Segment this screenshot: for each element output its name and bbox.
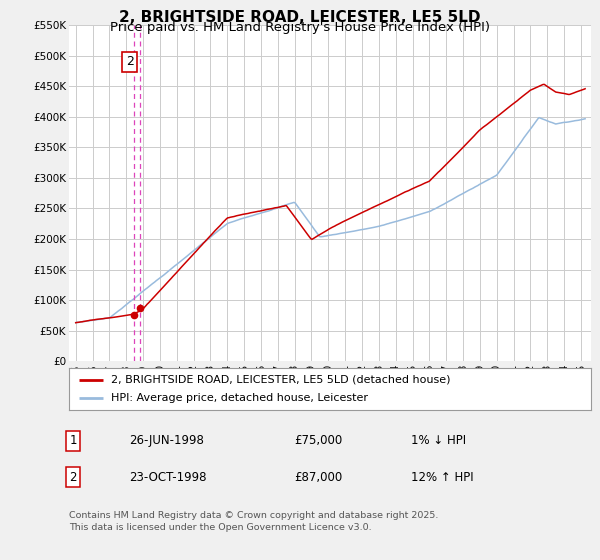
- Text: HPI: Average price, detached house, Leicester: HPI: Average price, detached house, Leic…: [111, 393, 368, 403]
- Text: 26-JUN-1998: 26-JUN-1998: [129, 434, 204, 447]
- Text: Contains HM Land Registry data © Crown copyright and database right 2025.
This d: Contains HM Land Registry data © Crown c…: [69, 511, 439, 531]
- Text: 2, BRIGHTSIDE ROAD, LEICESTER, LE5 5LD: 2, BRIGHTSIDE ROAD, LEICESTER, LE5 5LD: [119, 10, 481, 25]
- Text: Price paid vs. HM Land Registry's House Price Index (HPI): Price paid vs. HM Land Registry's House …: [110, 21, 490, 34]
- Text: £75,000: £75,000: [294, 434, 342, 447]
- Text: 2, BRIGHTSIDE ROAD, LEICESTER, LE5 5LD (detached house): 2, BRIGHTSIDE ROAD, LEICESTER, LE5 5LD (…: [111, 375, 450, 385]
- Text: 12% ↑ HPI: 12% ↑ HPI: [411, 470, 473, 484]
- Text: 2: 2: [70, 470, 77, 484]
- Text: £87,000: £87,000: [294, 470, 342, 484]
- Text: 1% ↓ HPI: 1% ↓ HPI: [411, 434, 466, 447]
- Text: 23-OCT-1998: 23-OCT-1998: [129, 470, 206, 484]
- Text: 1: 1: [70, 434, 77, 447]
- Text: 2: 2: [125, 55, 134, 68]
